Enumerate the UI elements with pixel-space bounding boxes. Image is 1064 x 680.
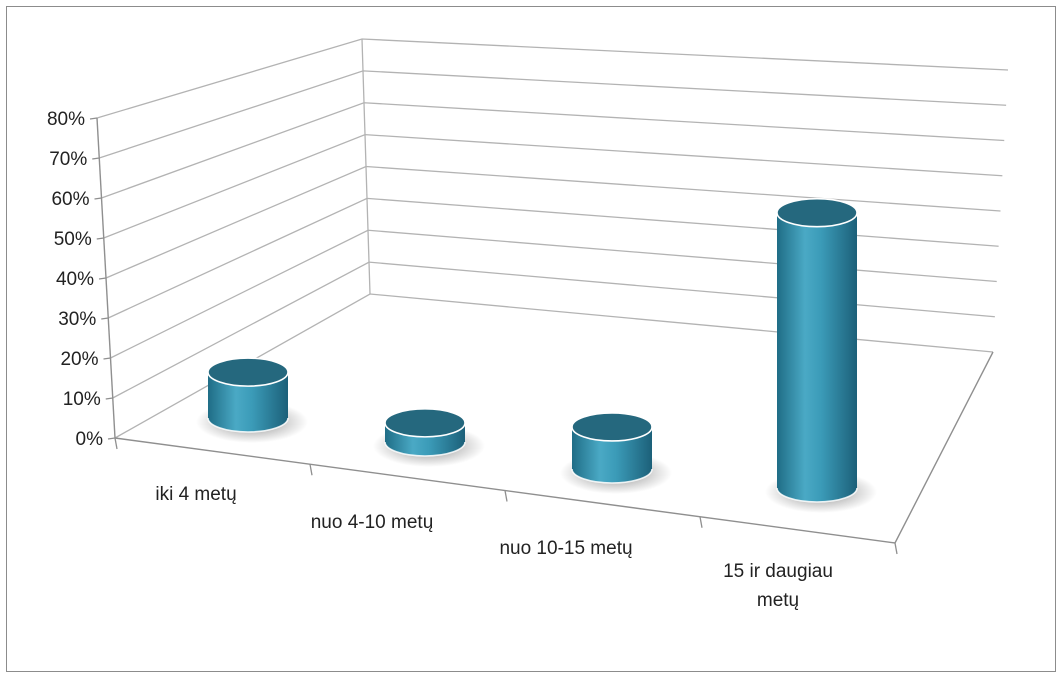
x-category-label: nuo 10-15 metų bbox=[499, 538, 632, 559]
x-tick-mark bbox=[504, 490, 508, 502]
y-tick-label: 80% bbox=[47, 109, 85, 130]
y-tick-mark bbox=[103, 357, 111, 360]
x-tick-mark bbox=[114, 437, 118, 450]
x-tick-mark bbox=[894, 542, 898, 555]
y-tick-label: 0% bbox=[76, 429, 104, 450]
bar-bottom-rim bbox=[571, 468, 653, 484]
y-tick-mark bbox=[92, 157, 100, 160]
bar-top bbox=[384, 408, 466, 438]
y-tick-mark bbox=[89, 117, 98, 120]
x-category-label: nuo 4-10 metų bbox=[311, 512, 434, 533]
y-tick-mark bbox=[96, 237, 104, 240]
y-axis-line bbox=[96, 117, 116, 439]
back-wall-edge bbox=[361, 38, 371, 295]
y-tick-label: 20% bbox=[60, 349, 98, 370]
x-axis-category-labels: iki 4 metų nuo 4-10 metų nuo 10-15 metų 15 … bbox=[155, 484, 833, 611]
chart-frame bbox=[6, 6, 1056, 672]
y-tick-mark bbox=[107, 437, 116, 440]
bar-body bbox=[777, 212, 857, 502]
bar-body bbox=[572, 426, 652, 483]
bar-body bbox=[208, 372, 288, 432]
y-tick-label: 30% bbox=[58, 309, 96, 330]
y-tick-label: 40% bbox=[56, 269, 94, 290]
axes bbox=[89, 38, 994, 555]
gridline bbox=[101, 102, 1005, 199]
bar bbox=[373, 408, 485, 467]
x-category-label: metų bbox=[757, 590, 799, 611]
y-tick-label: 70% bbox=[49, 149, 87, 170]
bar-top bbox=[776, 197, 858, 228]
x-tick-mark bbox=[699, 516, 703, 528]
y-tick-mark bbox=[105, 397, 113, 400]
gridline bbox=[103, 133, 1003, 239]
y-tick-mark bbox=[98, 277, 107, 280]
x-category-label: 15 ir daugiau bbox=[723, 561, 833, 582]
bar bbox=[765, 197, 877, 513]
bars bbox=[196, 197, 877, 513]
bar-bottom-rim bbox=[207, 417, 289, 433]
bar-bottom-rim bbox=[776, 487, 858, 503]
gridline bbox=[96, 38, 1009, 119]
gridline bbox=[107, 197, 999, 319]
bar-top bbox=[571, 412, 653, 442]
bar bbox=[196, 357, 308, 443]
x-tick-mark bbox=[309, 464, 313, 476]
y-axis-tick-labels: 0% 10% 20% 30% 40% 50% 60% 70% 80% bbox=[47, 109, 103, 450]
bar-top bbox=[207, 357, 289, 387]
y-tick-label: 10% bbox=[63, 389, 101, 410]
gridline bbox=[110, 229, 997, 359]
bar-bottom-rim bbox=[384, 441, 466, 457]
bar bbox=[560, 412, 672, 494]
gridline bbox=[105, 165, 1001, 279]
y-tick-mark bbox=[101, 317, 109, 320]
x-category-label: iki 4 metų bbox=[155, 484, 236, 505]
y-tick-label: 50% bbox=[54, 229, 92, 250]
y-tick-mark bbox=[94, 197, 102, 200]
y-tick-label: 60% bbox=[51, 189, 89, 210]
